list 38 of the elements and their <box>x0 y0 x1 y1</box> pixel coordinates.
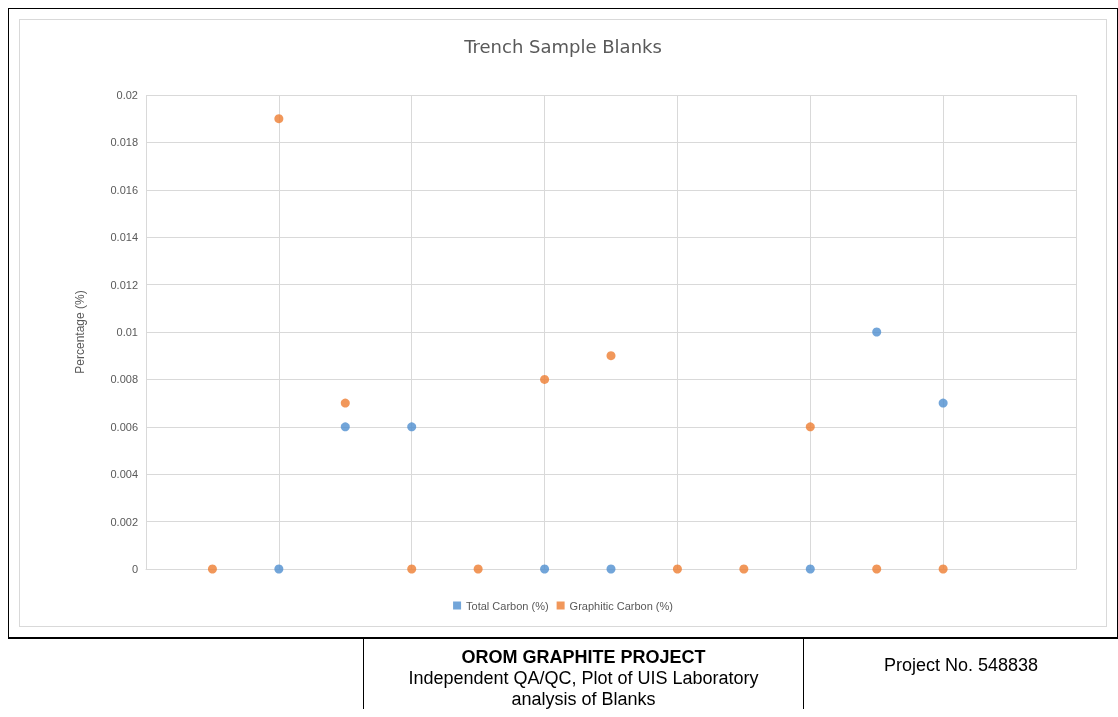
point <box>274 564 284 574</box>
text: Independent QA/QC, Plot of UIS Laboratory analysis of Blanks <box>407 668 760 710</box>
point <box>938 398 948 408</box>
y-tick-label: 0.004 <box>110 468 138 481</box>
point <box>606 564 616 574</box>
point <box>473 564 483 574</box>
point <box>207 564 217 574</box>
point <box>540 564 550 574</box>
point <box>606 351 616 361</box>
point <box>672 564 682 574</box>
y-tick-label: 0 <box>131 563 138 575</box>
point <box>805 422 815 432</box>
y-tick-label: 0.014 <box>110 231 138 244</box>
point <box>340 422 350 432</box>
text: OROM GRAPHITE PROJECT <box>460 647 707 668</box>
y-tick-label: 0.02 <box>116 89 138 101</box>
y-tick-label: 0.018 <box>110 136 138 149</box>
y-axis-title: Percentage (%) <box>73 290 87 374</box>
point <box>805 564 815 574</box>
point <box>872 564 882 574</box>
point <box>407 422 417 432</box>
point <box>938 564 948 574</box>
chart-title: Trench Sample Blanks <box>463 35 662 57</box>
point <box>540 374 550 384</box>
legend-label: Graphitic Carbon (%) <box>569 599 673 612</box>
point <box>407 564 417 574</box>
y-tick-label: 0.008 <box>110 373 138 386</box>
y-tick-label: 0.002 <box>110 515 138 528</box>
point <box>872 327 882 337</box>
legend-label: Total Carbon (%) <box>466 599 549 612</box>
point <box>739 564 749 574</box>
y-tick-label: 0.01 <box>116 326 138 338</box>
point <box>274 114 284 124</box>
y-tick-label: 0.016 <box>110 183 138 196</box>
y-tick-label: 0.006 <box>110 420 138 433</box>
point <box>340 398 350 408</box>
y-tick-label: 0.012 <box>110 278 138 291</box>
text: Project No. 548838 <box>803 639 1118 709</box>
